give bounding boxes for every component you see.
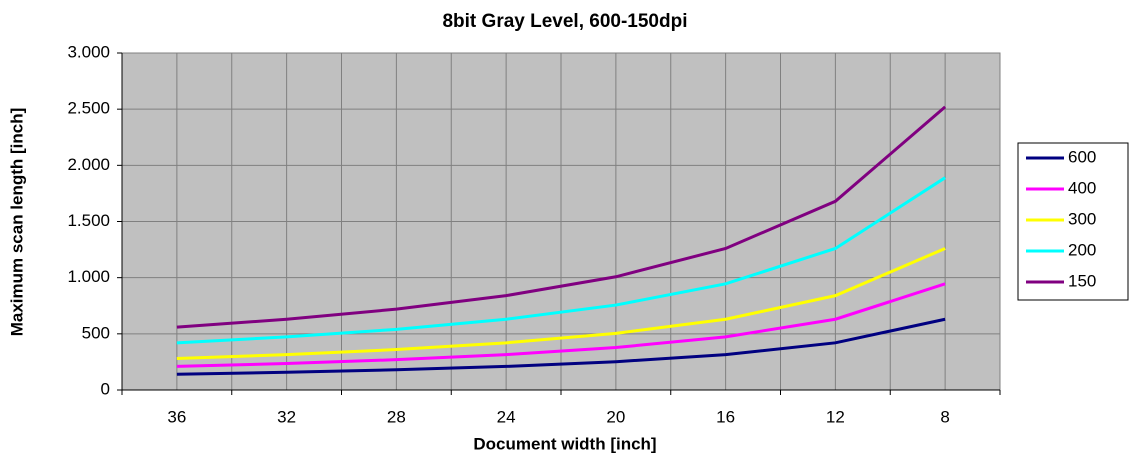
series-line — [176, 282, 946, 368]
x-tick-label: 32 — [277, 407, 296, 426]
series-line — [176, 247, 946, 361]
series-line — [176, 176, 946, 345]
x-tick-label: 20 — [606, 407, 625, 426]
y-tick-label: 2.000 — [67, 155, 110, 174]
chart-title: 8bit Gray Level, 600-150dpi — [442, 11, 687, 32]
y-tick-label: 0 — [101, 379, 110, 398]
legend-label: 600 — [1068, 147, 1096, 166]
series-line — [176, 105, 947, 329]
y-tick-label: 3.000 — [67, 42, 110, 61]
x-axis-title: Document width [inch] — [473, 434, 656, 453]
y-axis-title: Maximum scan length [inch] — [7, 108, 26, 337]
x-tick-label: 36 — [167, 407, 186, 426]
x-tick-label: 8 — [940, 407, 949, 426]
x-tick-label: 12 — [826, 407, 845, 426]
y-tick-label: 1.500 — [67, 211, 110, 230]
y-tick-label: 500 — [82, 323, 110, 342]
legend-label: 150 — [1068, 271, 1096, 290]
legend-label: 300 — [1068, 209, 1096, 228]
legend-label: 200 — [1068, 240, 1096, 259]
legend-label: 400 — [1068, 178, 1096, 197]
x-tick-label: 16 — [716, 407, 735, 426]
series-line — [176, 317, 946, 376]
y-tick-label: 1.000 — [67, 267, 110, 286]
x-tick-label: 24 — [497, 407, 516, 426]
y-tick-label: 2.500 — [67, 99, 110, 118]
x-tick-label: 28 — [387, 407, 406, 426]
